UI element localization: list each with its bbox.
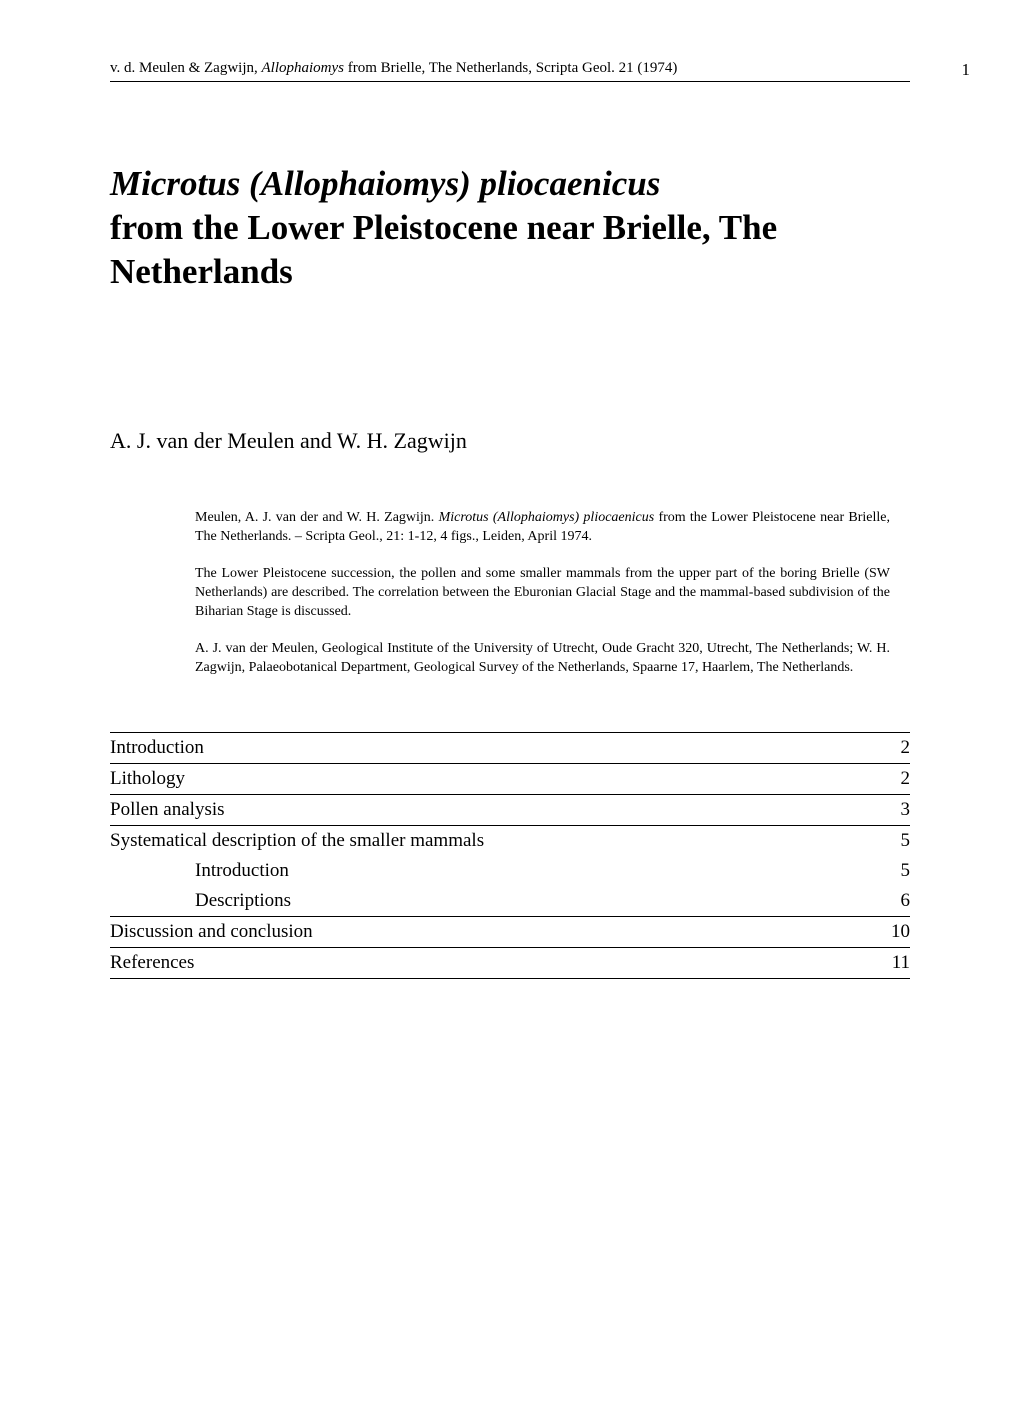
toc-row: Discussion and conclusion 10 xyxy=(110,916,910,947)
running-header: v. d. Meulen & Zagwijn, Allophaiomys fro… xyxy=(110,60,910,77)
toc-row: Introduction 2 xyxy=(110,732,910,763)
toc-label: Introduction xyxy=(110,737,880,759)
toc-row: Systematical description of the smaller … xyxy=(110,825,910,856)
toc-label: Discussion and conclusion xyxy=(110,921,880,943)
abstract-summary: The Lower Pleistocene succession, the po… xyxy=(195,565,890,622)
toc-row: Descriptions 6 xyxy=(110,886,910,916)
header-rule xyxy=(110,81,910,82)
toc-page: 5 xyxy=(880,860,910,882)
abstract-citation: Meulen, A. J. van der and W. H. Zagwijn.… xyxy=(195,509,890,547)
toc-row: Introduction 5 xyxy=(110,856,910,886)
toc-page: 2 xyxy=(880,768,910,790)
table-of-contents: Introduction 2 Lithology 2 Pollen analys… xyxy=(110,732,910,979)
page-title: Microtus (Allophaiomys) pliocaenicus fro… xyxy=(110,162,910,293)
running-header-italic: Allophaiomys xyxy=(262,60,345,76)
page-number: 1 xyxy=(962,60,971,80)
abstract-p1-before: Meulen, A. J. van der and W. H. Zagwijn. xyxy=(195,510,439,525)
toc-row: References 11 xyxy=(110,947,910,979)
toc-label: Systematical description of the smaller … xyxy=(110,830,880,852)
toc-label: References xyxy=(110,952,880,974)
toc-row: Pollen analysis 3 xyxy=(110,794,910,825)
running-header-before: v. d. Meulen & Zagwijn, xyxy=(110,60,262,76)
abstract-p1-italic: Microtus (Allophaiomys) pliocaenicus xyxy=(439,510,655,525)
toc-page: 6 xyxy=(880,890,910,912)
authors: A. J. van der Meulen and W. H. Zagwijn xyxy=(110,428,910,454)
toc-page: 5 xyxy=(880,830,910,852)
abstract-block: Meulen, A. J. van der and W. H. Zagwijn.… xyxy=(195,509,890,677)
title-italic: Microtus (Allophaiomys) pliocaenicus xyxy=(110,164,660,203)
toc-label: Introduction xyxy=(110,860,880,882)
toc-label: Lithology xyxy=(110,768,880,790)
toc-label: Pollen analysis xyxy=(110,799,880,821)
title-roman: from the Lower Pleistocene near Brielle,… xyxy=(110,208,777,291)
toc-page: 11 xyxy=(880,952,910,974)
abstract-affiliations: A. J. van der Meulen, Geological Institu… xyxy=(195,640,890,678)
toc-page: 2 xyxy=(880,737,910,759)
toc-label: Descriptions xyxy=(110,890,880,912)
toc-page: 3 xyxy=(880,799,910,821)
running-header-after: from Brielle, The Netherlands, Scripta G… xyxy=(344,60,677,76)
toc-row: Lithology 2 xyxy=(110,763,910,794)
toc-page: 10 xyxy=(880,921,910,943)
